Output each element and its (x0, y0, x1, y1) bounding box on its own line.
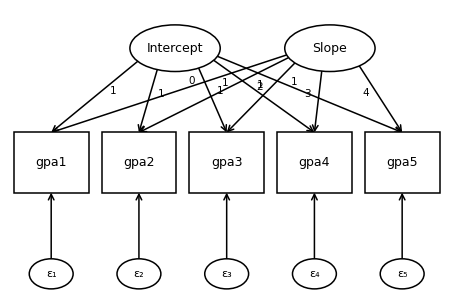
Text: gpa2: gpa2 (123, 156, 155, 169)
Text: gpa4: gpa4 (299, 156, 330, 169)
Ellipse shape (29, 259, 73, 289)
Bar (14, 132, 89, 192)
Ellipse shape (130, 25, 220, 72)
Text: 1: 1 (257, 80, 264, 90)
Ellipse shape (205, 259, 248, 289)
Text: 1: 1 (110, 86, 117, 96)
Ellipse shape (380, 259, 424, 289)
Text: ε₃: ε₃ (221, 269, 232, 279)
Text: gpa1: gpa1 (36, 156, 67, 169)
Text: 2: 2 (256, 82, 263, 92)
Text: 3: 3 (304, 89, 311, 99)
Text: gpa3: gpa3 (211, 156, 242, 169)
Text: 1: 1 (158, 89, 164, 99)
Bar (277, 132, 352, 192)
Text: 1: 1 (217, 86, 223, 96)
Text: Slope: Slope (312, 42, 347, 55)
Ellipse shape (292, 259, 337, 289)
Text: 1: 1 (221, 78, 228, 88)
Bar (365, 132, 439, 192)
Text: 0: 0 (189, 76, 195, 86)
Text: ε₂: ε₂ (134, 269, 144, 279)
Bar (101, 132, 176, 192)
Text: 4: 4 (362, 88, 369, 98)
Ellipse shape (285, 25, 375, 72)
Text: Intercept: Intercept (147, 42, 203, 55)
Bar (189, 132, 264, 192)
Text: 1: 1 (291, 77, 297, 87)
Text: ε₁: ε₁ (46, 269, 56, 279)
Ellipse shape (117, 259, 161, 289)
Text: gpa5: gpa5 (386, 156, 418, 169)
Text: ε₄: ε₄ (309, 269, 320, 279)
Text: ε₅: ε₅ (397, 269, 408, 279)
